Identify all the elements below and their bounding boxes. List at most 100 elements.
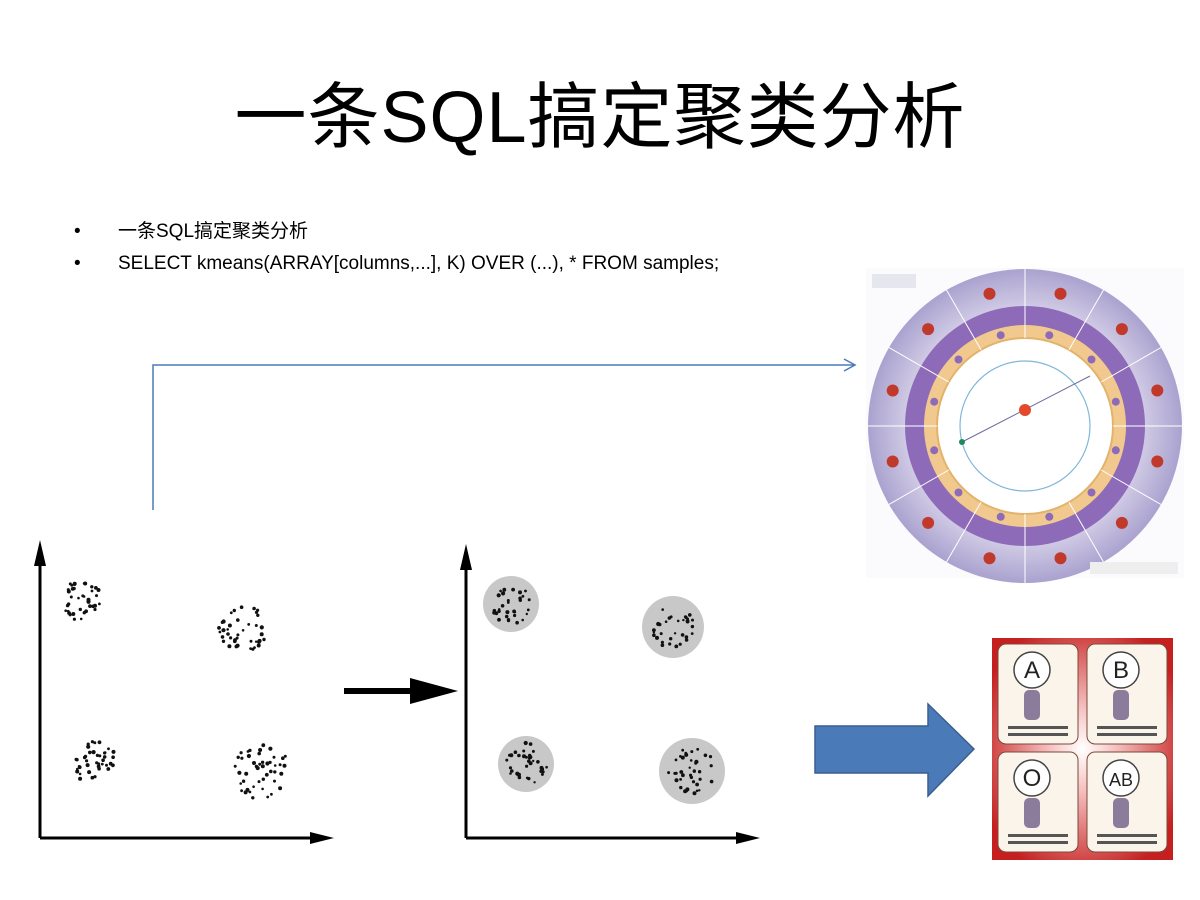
point [494,611,499,616]
point [523,740,528,746]
point [90,775,95,780]
point [681,773,685,778]
point [513,610,517,614]
point [78,607,83,612]
point [517,753,521,758]
point [539,765,544,770]
point [545,765,548,769]
point [244,771,249,776]
blood-card-label: A [1024,657,1040,684]
bullet-item-2: • SELECT kmeans(ARRAY[columns,...], K) O… [74,248,719,280]
point [218,630,222,634]
point [681,748,685,752]
point [221,628,226,633]
blood-card-label: O [1023,765,1042,792]
point [111,755,115,759]
point [273,764,277,767]
point [533,781,536,784]
point [509,753,514,758]
point [664,620,668,623]
point [709,779,714,784]
point [517,775,522,780]
point [256,613,260,617]
point [698,789,701,792]
point [678,642,682,646]
point [105,763,108,767]
point [74,757,78,762]
point [679,785,683,790]
point [76,767,79,771]
transform-arrow [344,678,458,704]
point [524,589,527,593]
point [90,589,94,593]
point [674,644,679,649]
point [72,582,77,587]
point [256,643,261,648]
point [232,608,236,613]
bullet-list: • 一条SQL搞定聚类分析 • SELECT kmeans(ARRAY[colu… [74,216,719,280]
point [673,632,677,635]
point [270,792,273,796]
point [95,594,98,598]
point [236,633,240,637]
point [95,753,99,758]
point [252,761,256,765]
point [82,611,87,615]
point [522,754,526,759]
point [667,771,671,775]
point [247,623,251,626]
point [239,605,244,609]
x-axis-arrowhead [310,832,334,844]
point [515,771,520,776]
point [257,780,261,784]
point [227,644,232,649]
point [260,764,265,769]
point [103,751,107,754]
point [531,749,535,753]
bullet-marker: • [74,221,81,242]
point [111,749,116,754]
point [505,758,509,762]
point [688,766,691,769]
point [673,771,677,775]
point [261,743,266,748]
point [528,742,533,746]
point [709,764,713,768]
point [88,750,92,755]
blood-card: AB [1086,751,1168,853]
point [235,643,240,648]
point [513,750,518,754]
point [502,587,507,592]
clustered-scatter [460,544,760,844]
point [91,750,96,755]
point [497,608,501,611]
point [500,604,505,608]
point [68,613,72,617]
point [64,609,67,612]
point [86,599,91,604]
point [692,769,696,773]
point [505,610,510,615]
point [108,761,113,766]
point [496,593,501,598]
point [652,633,656,637]
point [518,598,522,602]
point [98,754,102,758]
point [532,759,535,763]
point [683,615,688,619]
point [659,632,663,636]
point [93,741,97,745]
point [691,618,694,622]
point [70,583,74,587]
point [692,791,697,796]
point [682,618,685,622]
point [245,787,250,792]
point [102,755,107,759]
point [511,587,515,592]
point [260,760,265,764]
point [669,615,673,619]
cluster-region [642,596,704,658]
point [72,586,76,591]
point [536,760,540,764]
point [221,619,226,624]
